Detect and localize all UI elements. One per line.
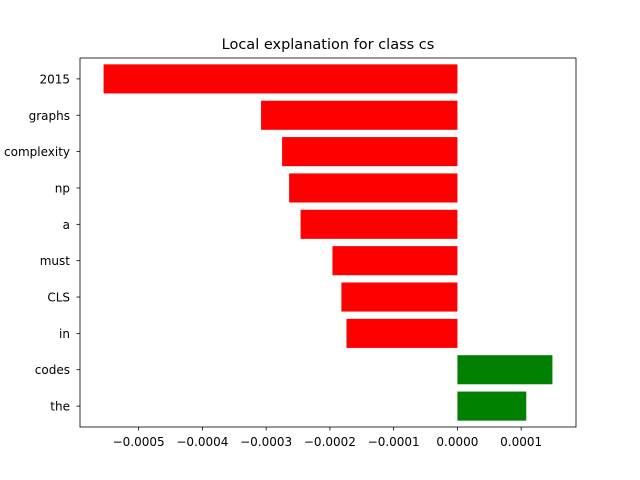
y-tick-label: a — [63, 218, 70, 232]
bar-graphs — [261, 100, 458, 130]
bar-codes — [457, 355, 553, 385]
plot-frame — [79, 57, 577, 428]
bar-cls — [341, 282, 458, 312]
bar-must — [332, 246, 458, 276]
chart-title: Local explanation for class cs — [222, 37, 435, 53]
x-tick-label: −0.0002 — [304, 435, 356, 449]
y-tick-label: complexity — [4, 145, 70, 159]
y-tick-label: in — [59, 327, 70, 341]
bars-layer — [103, 64, 553, 421]
axes-layer: 2015 graphs complexity np a must CLS in codes the… — [4, 57, 577, 449]
bar-in — [346, 318, 458, 348]
x-tick-label: 0.0000 — [436, 435, 478, 449]
y-tick-label: must — [40, 254, 71, 268]
y-tick-label: 2015 — [39, 72, 70, 86]
bar-a — [300, 209, 458, 239]
x-tick-label: −0.0005 — [113, 435, 165, 449]
x-tick-label: −0.0001 — [368, 435, 420, 449]
x-tick-label: 0.0001 — [500, 435, 542, 449]
bar-np — [289, 173, 458, 203]
bar-2015 — [103, 64, 458, 94]
y-tick-label: graphs — [29, 109, 70, 123]
x-tick-label: −0.0004 — [176, 435, 228, 449]
bar-the — [457, 391, 527, 421]
x-tick-label: −0.0003 — [240, 435, 292, 449]
bar-complexity — [282, 137, 458, 167]
y-tick-label: CLS — [47, 291, 70, 305]
y-tick-label: np — [55, 181, 70, 195]
y-tick-label: codes — [35, 363, 70, 377]
y-tick-label: the — [50, 400, 70, 414]
